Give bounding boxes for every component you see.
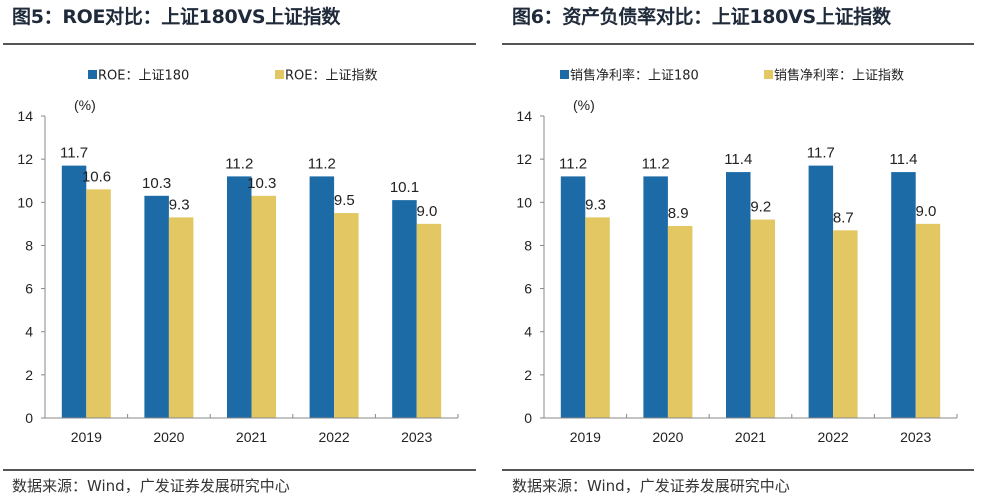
data-label: 11.2 — [225, 155, 253, 172]
bar-yellow — [667, 226, 693, 418]
data-label: 11.7 — [807, 145, 835, 162]
right-chart-title: 图6：资产负债率对比：上证180VS上证指数 — [512, 6, 891, 28]
y-tick-label: 6 — [524, 281, 532, 297]
x-tick-label: 2020 — [153, 429, 184, 445]
data-label: 10.3 — [142, 175, 171, 192]
legend-label-1: 销售净利率：上证指数 — [774, 68, 904, 84]
y-tick-label: 2 — [524, 367, 532, 383]
x-tick-label: 2020 — [652, 429, 683, 445]
data-label: 9.5 — [334, 192, 355, 209]
y-tick-label: 12 — [17, 151, 33, 167]
left-footer-rule — [3, 469, 476, 471]
data-label: 9.3 — [169, 196, 190, 213]
left-bar-chart: ROE：上证180 ROE：上证指数 (%) 0 2 4 6 8 10 12 14 11.7 10.6 2… — [17, 69, 459, 445]
y-tick-label: 8 — [524, 237, 532, 253]
y-axis-unit-label: (%) — [573, 97, 595, 113]
bar-blue — [643, 176, 668, 418]
bar-blue — [144, 195, 169, 418]
bar-yellow — [750, 219, 775, 418]
y-axis-unit-label: (%) — [74, 97, 96, 113]
left-chart-title: 图5：ROE对比：上证180VS上证指数 — [12, 6, 341, 28]
bar-yellow — [416, 223, 442, 418]
data-label: 11.4 — [724, 151, 752, 168]
x-tick-label: 2023 — [401, 429, 432, 445]
y-tick-label: 4 — [25, 324, 33, 340]
data-label: 10.6 — [82, 168, 111, 185]
bar-blue — [808, 165, 834, 418]
x-tick-label: 2019 — [71, 429, 102, 445]
x-tick-label: 2021 — [236, 429, 267, 445]
legend-label-0: ROE：上证180 — [98, 69, 189, 84]
x-tick-label: 2022 — [818, 429, 849, 445]
bar-blue — [891, 172, 916, 418]
legend-label-1: ROE：上证指数 — [285, 69, 377, 84]
legend-swatch-0 — [88, 70, 97, 79]
y-tick-label: 12 — [516, 151, 532, 167]
bar-blue — [309, 176, 335, 418]
bar-yellow — [334, 213, 359, 418]
data-label: 9.3 — [585, 196, 606, 213]
y-tick-label: 8 — [25, 237, 33, 253]
data-label: 11.2 — [559, 155, 587, 172]
data-label: 10.1 — [390, 179, 419, 196]
data-label: 8.9 — [668, 205, 689, 222]
y-tick-label: 6 — [25, 281, 33, 297]
y-tick-label: 0 — [25, 410, 33, 426]
bar-yellow — [168, 217, 194, 418]
data-label: 8.7 — [833, 209, 854, 226]
x-tick-label: 2019 — [570, 429, 601, 445]
bar-yellow — [585, 217, 610, 418]
data-label: 9.0 — [417, 203, 438, 220]
bar-blue — [560, 176, 586, 418]
x-tick-label: 2021 — [735, 429, 766, 445]
data-label: 11.7 — [60, 145, 88, 162]
legend-label-0: 销售净利率：上证180 — [570, 68, 699, 84]
y-tick-label: 10 — [17, 194, 33, 210]
bar-blue — [61, 165, 87, 418]
y-tick-label: 4 — [524, 324, 532, 340]
data-label: 11.2 — [308, 155, 336, 172]
data-label: 11.4 — [889, 151, 917, 168]
right-source-note: 数据来源：Wind，广发证券发展研究中心 — [512, 477, 790, 495]
bar-blue — [392, 200, 417, 418]
legend-swatch-0 — [560, 70, 569, 79]
y-tick-label: 14 — [17, 108, 33, 124]
data-label: 9.0 — [916, 203, 937, 220]
legend-swatch-1 — [275, 70, 284, 79]
legend-swatch-1 — [764, 70, 773, 79]
y-tick-label: 10 — [516, 194, 532, 210]
data-label: 11.2 — [642, 155, 670, 172]
x-tick-label: 2023 — [900, 429, 931, 445]
bar-yellow — [833, 230, 858, 418]
bar-yellow — [251, 195, 276, 418]
bar-yellow — [915, 223, 941, 418]
right-footer-rule — [502, 469, 974, 471]
y-tick-label: 14 — [516, 108, 532, 124]
y-tick-label: 2 — [25, 367, 33, 383]
bar-blue — [726, 172, 751, 418]
right-header-rule — [502, 43, 974, 45]
data-label: 9.2 — [750, 199, 771, 216]
y-tick-label: 0 — [524, 410, 532, 426]
bar-yellow — [86, 189, 111, 418]
left-source-note: 数据来源：Wind，广发证券发展研究中心 — [12, 477, 290, 495]
x-tick-label: 2022 — [319, 429, 350, 445]
right-bar-chart: 销售净利率：上证180 销售净利率：上证指数 (%) 0 2 4 6 8 10 12 14 11.2 9… — [516, 68, 958, 445]
data-label: 10.3 — [247, 175, 276, 192]
bar-blue — [227, 176, 252, 418]
left-header-rule — [3, 43, 476, 45]
